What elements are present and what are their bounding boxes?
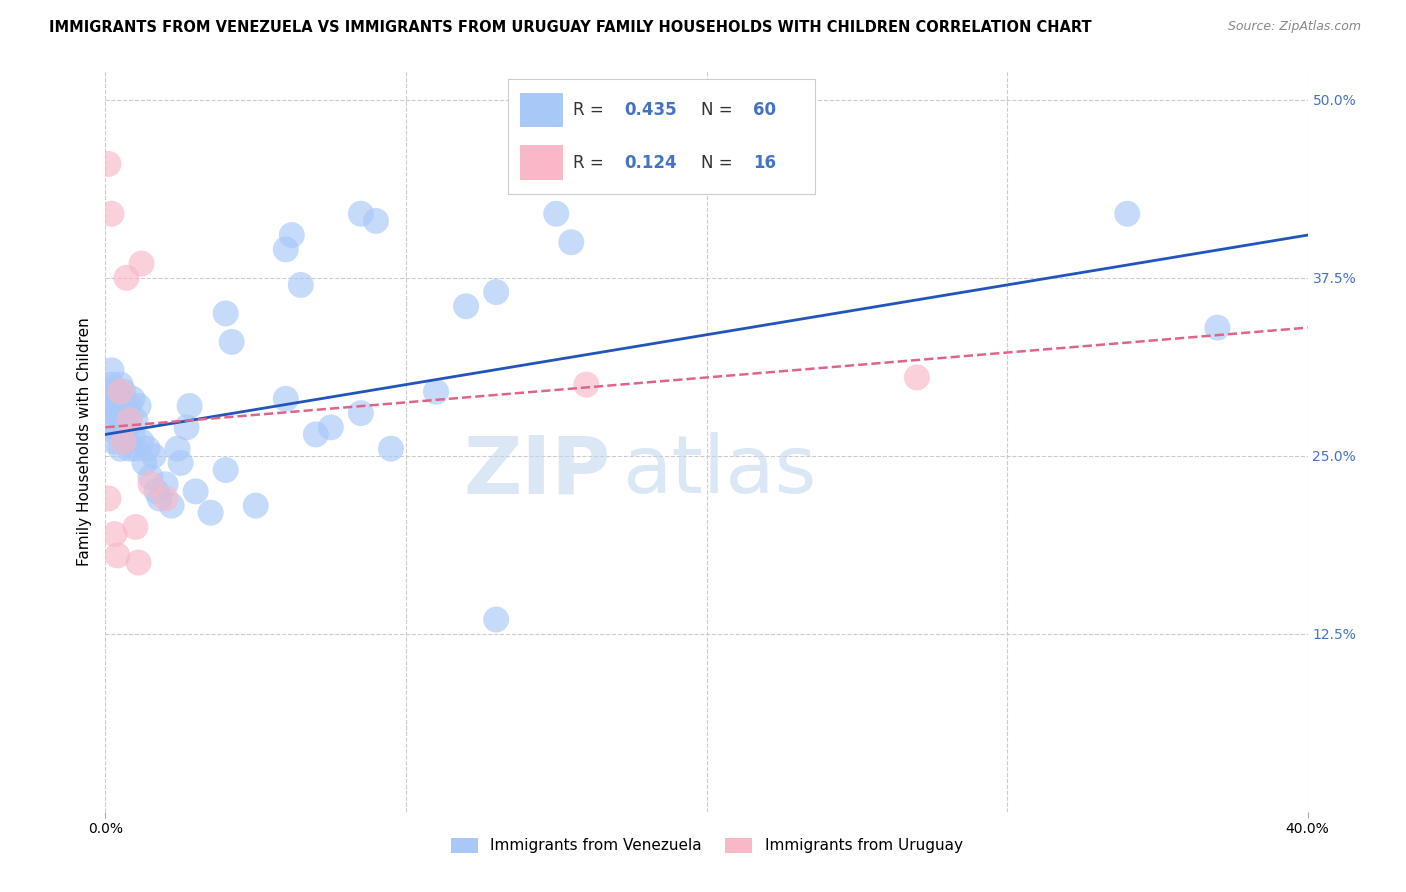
Point [148, 491, 170, 506]
Point [103, 434, 125, 449]
Point [155, 477, 177, 491]
Point [110, 413, 132, 427]
Point [112, 384, 135, 399]
Point [112, 399, 135, 413]
Point [97, 491, 120, 506]
Point [169, 456, 191, 470]
Point [112, 434, 135, 449]
Point [290, 277, 312, 292]
Point [107, 427, 129, 442]
Point [110, 427, 132, 442]
Point [274, 392, 297, 406]
Point [184, 484, 207, 499]
Point [100, 413, 122, 427]
Point [176, 420, 198, 434]
Point [100, 377, 122, 392]
Point [110, 442, 132, 456]
Point [134, 456, 156, 470]
Point [281, 228, 304, 243]
Point [124, 520, 146, 534]
Point [350, 406, 373, 420]
Point [319, 420, 342, 434]
Point [103, 392, 125, 406]
Point [115, 434, 138, 449]
Point [485, 285, 508, 299]
Point [118, 399, 141, 413]
Point [546, 207, 568, 221]
Point [214, 463, 236, 477]
Point [575, 377, 598, 392]
Point [145, 484, 167, 499]
Point [454, 299, 477, 313]
Legend: Immigrants from Venezuela, Immigrants from Uruguay: Immigrants from Venezuela, Immigrants fr… [444, 832, 969, 860]
Point [112, 427, 135, 442]
Point [128, 399, 150, 413]
Point [124, 442, 146, 456]
Point [97, 157, 120, 171]
Point [530, 128, 553, 143]
Point [274, 243, 297, 257]
Point [166, 442, 188, 456]
Point [107, 384, 129, 399]
Point [124, 413, 146, 427]
Point [118, 413, 141, 427]
Point [97, 399, 120, 413]
Point [214, 306, 236, 320]
Point [131, 434, 153, 449]
Point [179, 399, 201, 413]
Point [200, 506, 222, 520]
Point [560, 235, 582, 250]
Point [350, 207, 373, 221]
Point [131, 256, 153, 270]
Point [128, 556, 150, 570]
Point [97, 384, 120, 399]
Point [121, 427, 143, 442]
Point [107, 406, 129, 420]
Point [103, 420, 125, 434]
Text: IMMIGRANTS FROM VENEZUELA VS IMMIGRANTS FROM URUGUAY FAMILY HOUSEHOLDS WITH CHIL: IMMIGRANTS FROM VENEZUELA VS IMMIGRANTS … [49, 20, 1092, 35]
Point [136, 442, 159, 456]
Point [245, 499, 267, 513]
Point [118, 442, 141, 456]
Y-axis label: Family Households with Children: Family Households with Children [76, 318, 91, 566]
Point [905, 370, 928, 384]
Point [425, 384, 447, 399]
Point [221, 334, 243, 349]
Point [142, 449, 165, 463]
Point [118, 413, 141, 427]
Point [155, 491, 177, 506]
Point [110, 377, 132, 392]
Point [160, 499, 183, 513]
Text: Source: ZipAtlas.com: Source: ZipAtlas.com [1227, 20, 1361, 33]
Text: atlas: atlas [623, 432, 817, 510]
Point [380, 442, 402, 456]
Point [110, 384, 132, 399]
Point [115, 406, 138, 420]
Point [112, 413, 135, 427]
Point [1116, 207, 1139, 221]
Point [696, 121, 718, 136]
Point [100, 207, 122, 221]
Point [305, 427, 328, 442]
Point [100, 363, 122, 377]
Text: ZIP: ZIP [463, 432, 610, 510]
Point [103, 527, 125, 541]
Point [121, 392, 143, 406]
Point [364, 214, 387, 228]
Point [485, 613, 508, 627]
Point [115, 270, 138, 285]
Point [103, 406, 125, 420]
Point [1206, 320, 1229, 334]
Point [107, 549, 129, 563]
Point [139, 470, 162, 484]
Point [139, 477, 162, 491]
Point [115, 420, 138, 434]
Point [110, 399, 132, 413]
